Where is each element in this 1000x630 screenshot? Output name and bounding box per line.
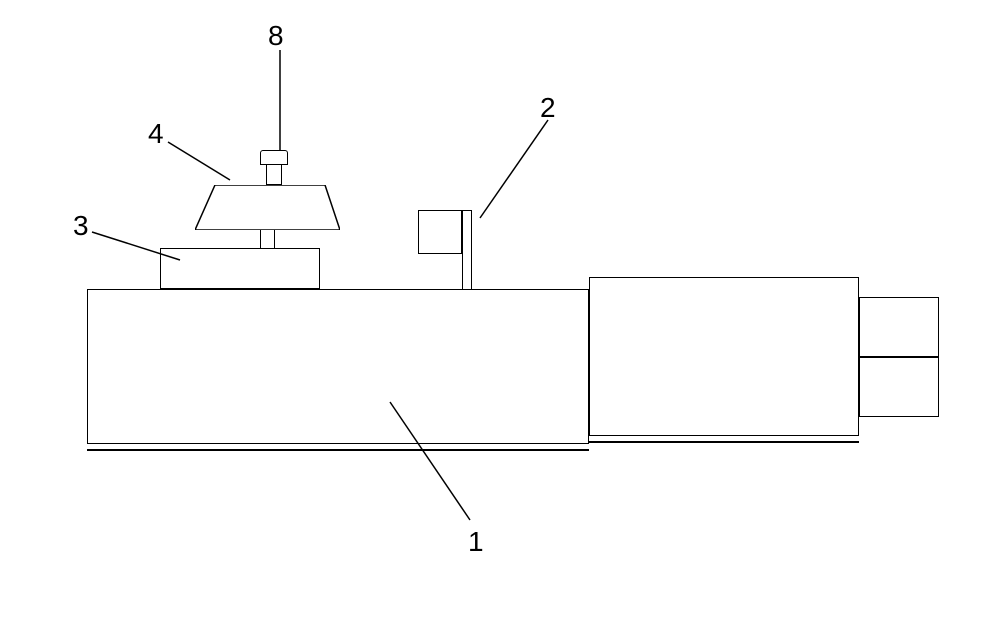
- main-body-bottom-line: [87, 449, 589, 451]
- label-1: 1: [468, 526, 484, 558]
- right-ext-top: [859, 297, 939, 357]
- label-3: 3: [73, 210, 89, 242]
- top-8-cap: [260, 150, 288, 165]
- connector-4: [260, 230, 275, 248]
- label-8: 8: [268, 20, 284, 52]
- main-body: [87, 289, 589, 444]
- box-2: [418, 210, 462, 254]
- trapezoid-4: [195, 185, 340, 230]
- right-block-bottom-line: [589, 441, 859, 443]
- vertical-post: [462, 210, 472, 289]
- label-4: 4: [148, 118, 164, 150]
- right-ext-bottom: [859, 357, 939, 417]
- box-3: [160, 248, 320, 289]
- label-2: 2: [540, 92, 556, 124]
- top-8-stem: [266, 165, 282, 185]
- right-block: [589, 277, 859, 436]
